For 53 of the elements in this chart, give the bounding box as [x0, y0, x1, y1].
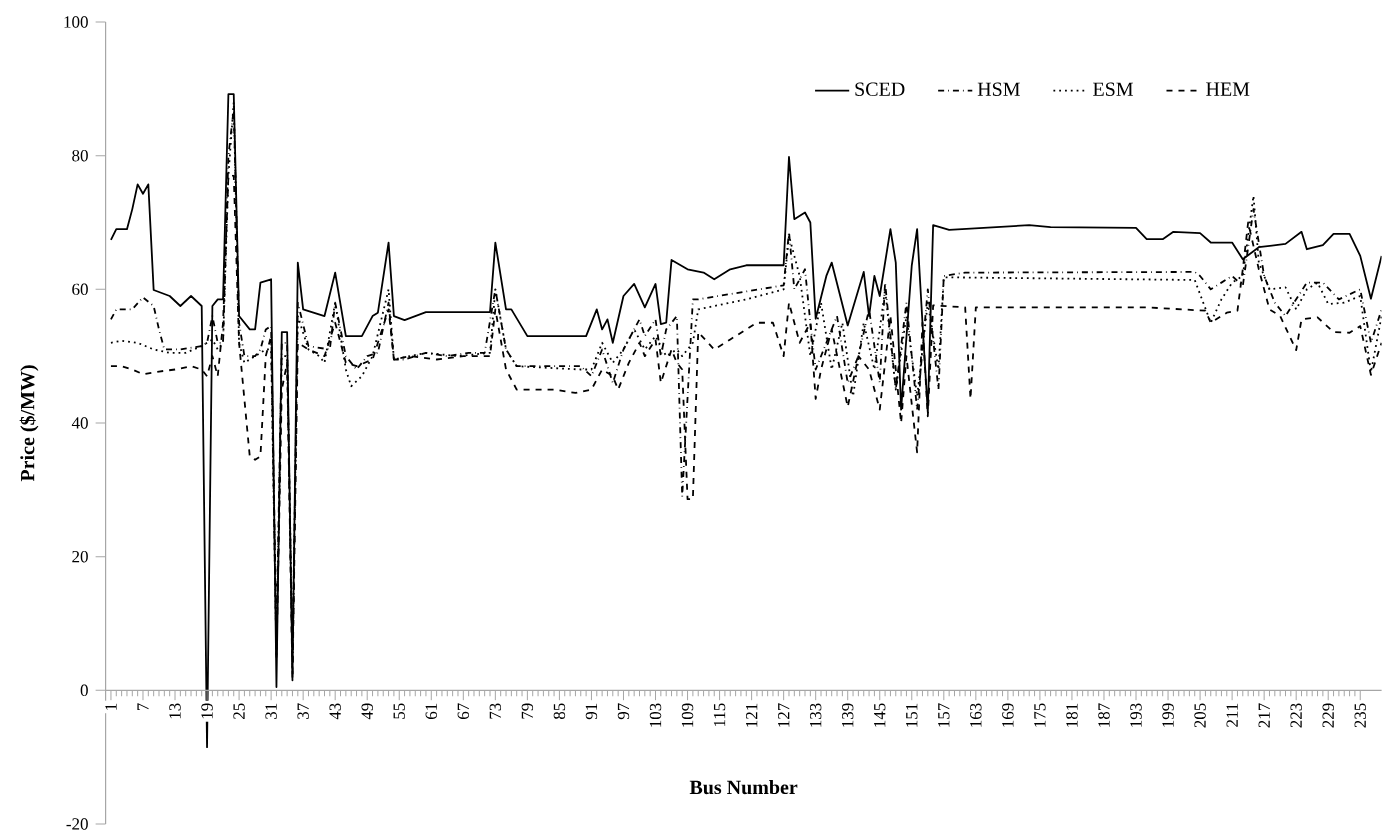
y-axis-title: Price ($/MW)	[19, 365, 39, 482]
y-tick-label: 60	[72, 283, 88, 296]
x-tick-label: 211	[1226, 703, 1238, 727]
x-tick-label: 181	[1066, 703, 1078, 727]
x-tick-label: 73	[489, 703, 502, 719]
x-tick-label: 43	[329, 703, 341, 720]
x-tick-label: 139	[842, 703, 854, 727]
y-tick-label: 20	[72, 550, 88, 563]
x-tick-label: 175	[1034, 703, 1046, 727]
x-tick-label: 85	[553, 703, 566, 720]
legend-label: ESM	[1093, 82, 1134, 96]
x-tick-label: 223	[1290, 703, 1302, 728]
x-tick-label: 115	[713, 703, 726, 727]
y-tick-label: 100	[64, 16, 88, 28]
y-tick-label: -20	[66, 818, 88, 830]
x-tick-label: 121	[745, 703, 758, 727]
x-tick-label: 169	[1002, 703, 1014, 727]
x-tick-label: 13	[169, 703, 181, 719]
x-tick-label: 67	[457, 703, 470, 719]
x-tick-label: 229	[1322, 703, 1334, 728]
x-tick-label: 97	[617, 703, 630, 720]
x-tick-label: 1	[105, 703, 117, 710]
x-tick-label: 109	[681, 703, 694, 727]
legend-label: HSM	[977, 82, 1020, 96]
x-tick-label: 205	[1194, 703, 1206, 728]
x-tick-label: 91	[585, 703, 598, 720]
x-tick-label: 157	[938, 703, 950, 727]
legend-label: SCED	[855, 82, 905, 96]
x-tick-label: 199	[1162, 703, 1174, 727]
legend-label: HEM	[1206, 82, 1250, 96]
x-tick-label: 127	[778, 703, 790, 727]
x-tick-label: 133	[809, 703, 822, 727]
x-tick-label: 25	[233, 703, 245, 719]
x-tick-label: 151	[906, 703, 918, 727]
x-tick-label: 163	[970, 703, 982, 727]
x-tick-label: 31	[265, 703, 277, 719]
x-tick-label: 193	[1130, 703, 1142, 727]
x-tick-label: 187	[1098, 703, 1110, 727]
x-tick-label: 217	[1258, 703, 1270, 728]
x-tick-label: 19	[201, 703, 213, 719]
x-tick-label: 55	[393, 703, 405, 719]
x-tick-label: 37	[297, 703, 309, 719]
x-tick-label: 7	[137, 703, 149, 711]
x-tick-label: 103	[649, 703, 662, 727]
x-axis-title: Bus Number	[689, 780, 798, 795]
x-tick-label: 235	[1354, 703, 1366, 728]
y-tick-label: 0	[80, 684, 88, 697]
x-tick-label: 145	[874, 703, 886, 727]
x-tick-label: 49	[361, 703, 373, 720]
x-tick-label: 61	[425, 703, 437, 719]
y-tick-label: 80	[72, 149, 88, 162]
y-tick-label: 40	[71, 417, 88, 429]
x-tick-label: 79	[521, 703, 534, 719]
